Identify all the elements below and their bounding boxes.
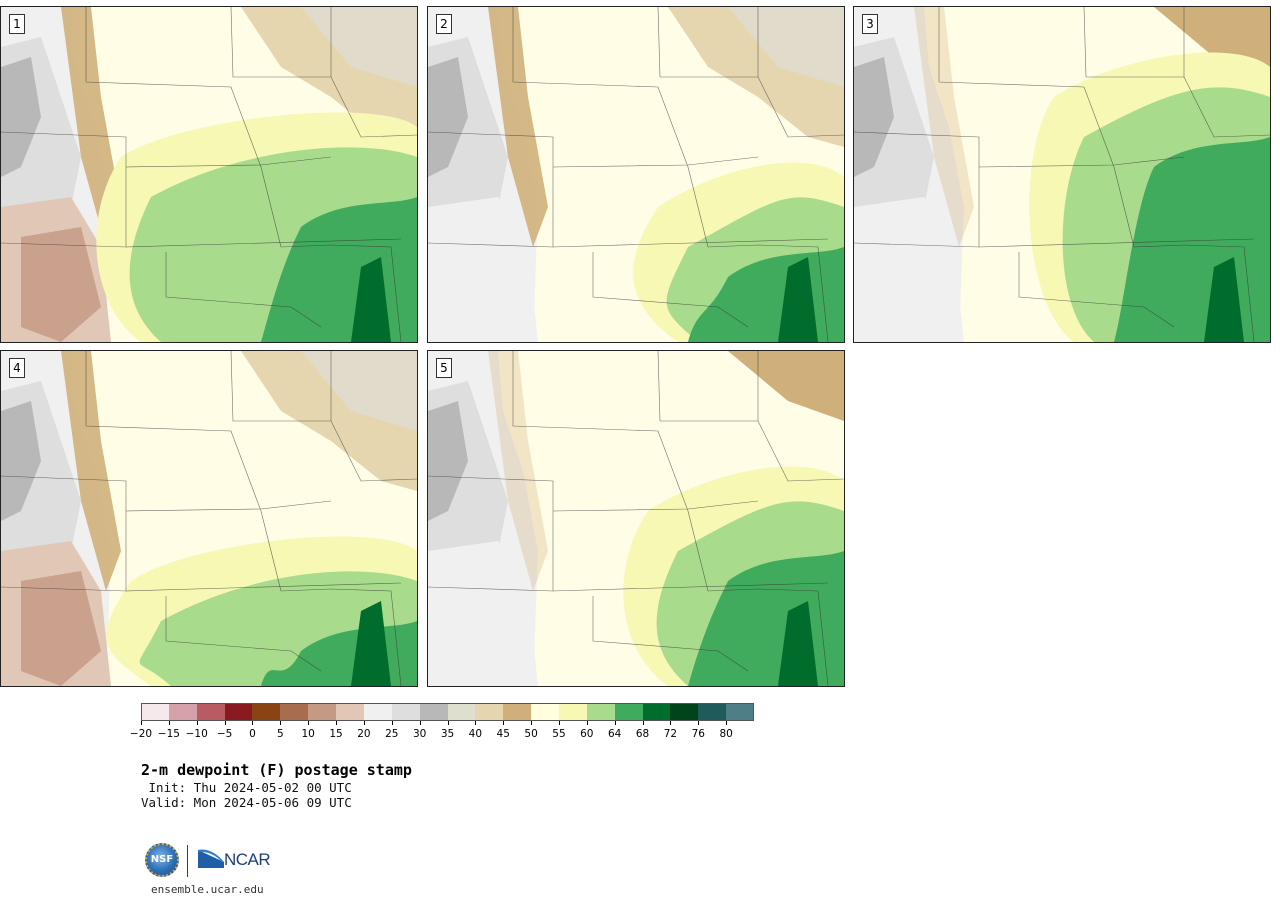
ncar-mark-icon: [198, 849, 224, 868]
colorbar-tick-label: 25: [385, 728, 399, 740]
colorbar-tick-mark: [308, 721, 310, 725]
colorbar-tick-label: 10: [301, 728, 315, 740]
colorbar-swatch: [419, 703, 448, 721]
colorbar-swatch: [558, 703, 588, 721]
ensemble-member-panel-4: 4: [0, 350, 418, 687]
colorbar-tick-mark: [280, 721, 282, 725]
dewpoint-map: [1, 7, 417, 342]
colorbar-tick-label: 5: [276, 728, 284, 740]
colorbar-tick-label: 50: [524, 728, 538, 740]
colorbar-swatch: [670, 703, 699, 721]
nsf-logo: NSF: [145, 843, 179, 877]
colorbar-tick-label: 40: [468, 728, 483, 740]
colorbar-swatch: [280, 703, 309, 721]
colorbar-tick-mark: [670, 721, 672, 725]
colorbar-tick-label: −10: [185, 728, 208, 740]
colorbar-tick-label: 45: [496, 728, 510, 740]
colorbar-tick-label: 80: [719, 728, 733, 740]
panel-number: 2: [436, 14, 452, 34]
panel-number: 1: [9, 14, 25, 34]
colorbar-tick-label: 72: [663, 728, 678, 740]
ensemble-member-panel-3: 3: [853, 6, 1271, 343]
colorbar-tick-label: −20: [129, 728, 153, 740]
colorbar-swatch: [698, 703, 727, 721]
colorbar-tick-mark: [586, 721, 588, 725]
colorbar-tick-label: 15: [329, 728, 343, 740]
colorbar-swatch: [363, 703, 393, 721]
colorbar-tick-mark: [614, 721, 616, 725]
ensemble-member-panel-5: 5: [427, 350, 845, 687]
colorbar-tick-mark: [642, 721, 644, 725]
colorbar-tick-label: 64: [607, 728, 622, 740]
colorbar-swatch: [447, 703, 476, 721]
colorbar-tick-label: 55: [552, 728, 566, 740]
colorbar-swatch: [642, 703, 671, 721]
dewpoint-map: [854, 7, 1270, 342]
colorbar-tick-mark: [168, 721, 170, 725]
ncar-logo-text: NCAR: [224, 850, 271, 869]
colorbar-swatch: [336, 703, 365, 721]
colorbar-tick-mark: [419, 721, 421, 725]
colorbar-tick-mark: [224, 721, 226, 725]
panel-number: 4: [9, 358, 25, 378]
colorbar-tick-label: 60: [580, 728, 594, 740]
colorbar-tick-mark: [363, 721, 365, 725]
chart-title: 2-m dewpoint (F) postage stamp: [141, 761, 412, 779]
colorbar-swatch: [308, 703, 337, 721]
colorbar-tick-mark: [531, 721, 533, 725]
colorbar-tick-label: 35: [440, 728, 455, 740]
ensemble-member-panel-2: 2: [427, 6, 845, 343]
colorbar-tick-label: −15: [157, 728, 180, 740]
colorbar-tick-label: 20: [357, 728, 371, 740]
colorbar-tick-label: 0: [249, 728, 256, 740]
colorbar-tick-mark: [252, 721, 254, 725]
colorbar-tick-label: 30: [412, 728, 427, 740]
colorbar-tick-mark: [726, 721, 728, 725]
dewpoint-map: [1, 351, 417, 686]
panel-number: 5: [436, 358, 452, 378]
colorbar-swatch: [224, 703, 253, 721]
colorbar-swatch: [475, 703, 504, 721]
colorbar-tick-mark: [391, 721, 393, 725]
colorbar-tick-label: 76: [691, 728, 705, 740]
colorbar-tick-mark: [141, 721, 142, 725]
ensemble-member-panel-1: 1: [0, 6, 418, 343]
colorbar-swatch: [586, 703, 616, 721]
colorbar-swatch: [503, 703, 532, 721]
dewpoint-map: [428, 351, 844, 686]
colorbar-swatch: [168, 703, 198, 721]
colorbar-tick-mark: [336, 721, 338, 725]
colorbar-swatch: [252, 703, 281, 721]
colorbar-swatch: [141, 703, 170, 721]
valid-time: Valid: Mon 2024-05-06 09 UTC: [141, 795, 352, 810]
colorbar-swatch: [726, 703, 755, 721]
init-time: Init: Thu 2024-05-02 00 UTC: [141, 780, 352, 795]
colorbar-tick-mark: [503, 721, 505, 725]
colorbar-swatch: [614, 703, 644, 721]
colorbar-tick-mark: [698, 721, 700, 725]
website-url: ensemble.ucar.edu: [151, 883, 264, 896]
dewpoint-map: [428, 7, 844, 342]
panel-number: 3: [862, 14, 878, 34]
colorbar-tick-mark: [196, 721, 198, 725]
colorbar-swatch: [196, 703, 226, 721]
colorbar-tick-mark: [447, 721, 449, 725]
colorbar-swatch: [391, 703, 421, 721]
colorbar-tick-label: 68: [635, 728, 650, 740]
logo-divider: [187, 845, 188, 877]
colorbar-tick-mark: [558, 721, 560, 725]
colorbar-tick-mark: [475, 721, 477, 725]
colorbar-tick-label: −5: [216, 728, 233, 740]
colorbar-swatch: [531, 703, 560, 721]
